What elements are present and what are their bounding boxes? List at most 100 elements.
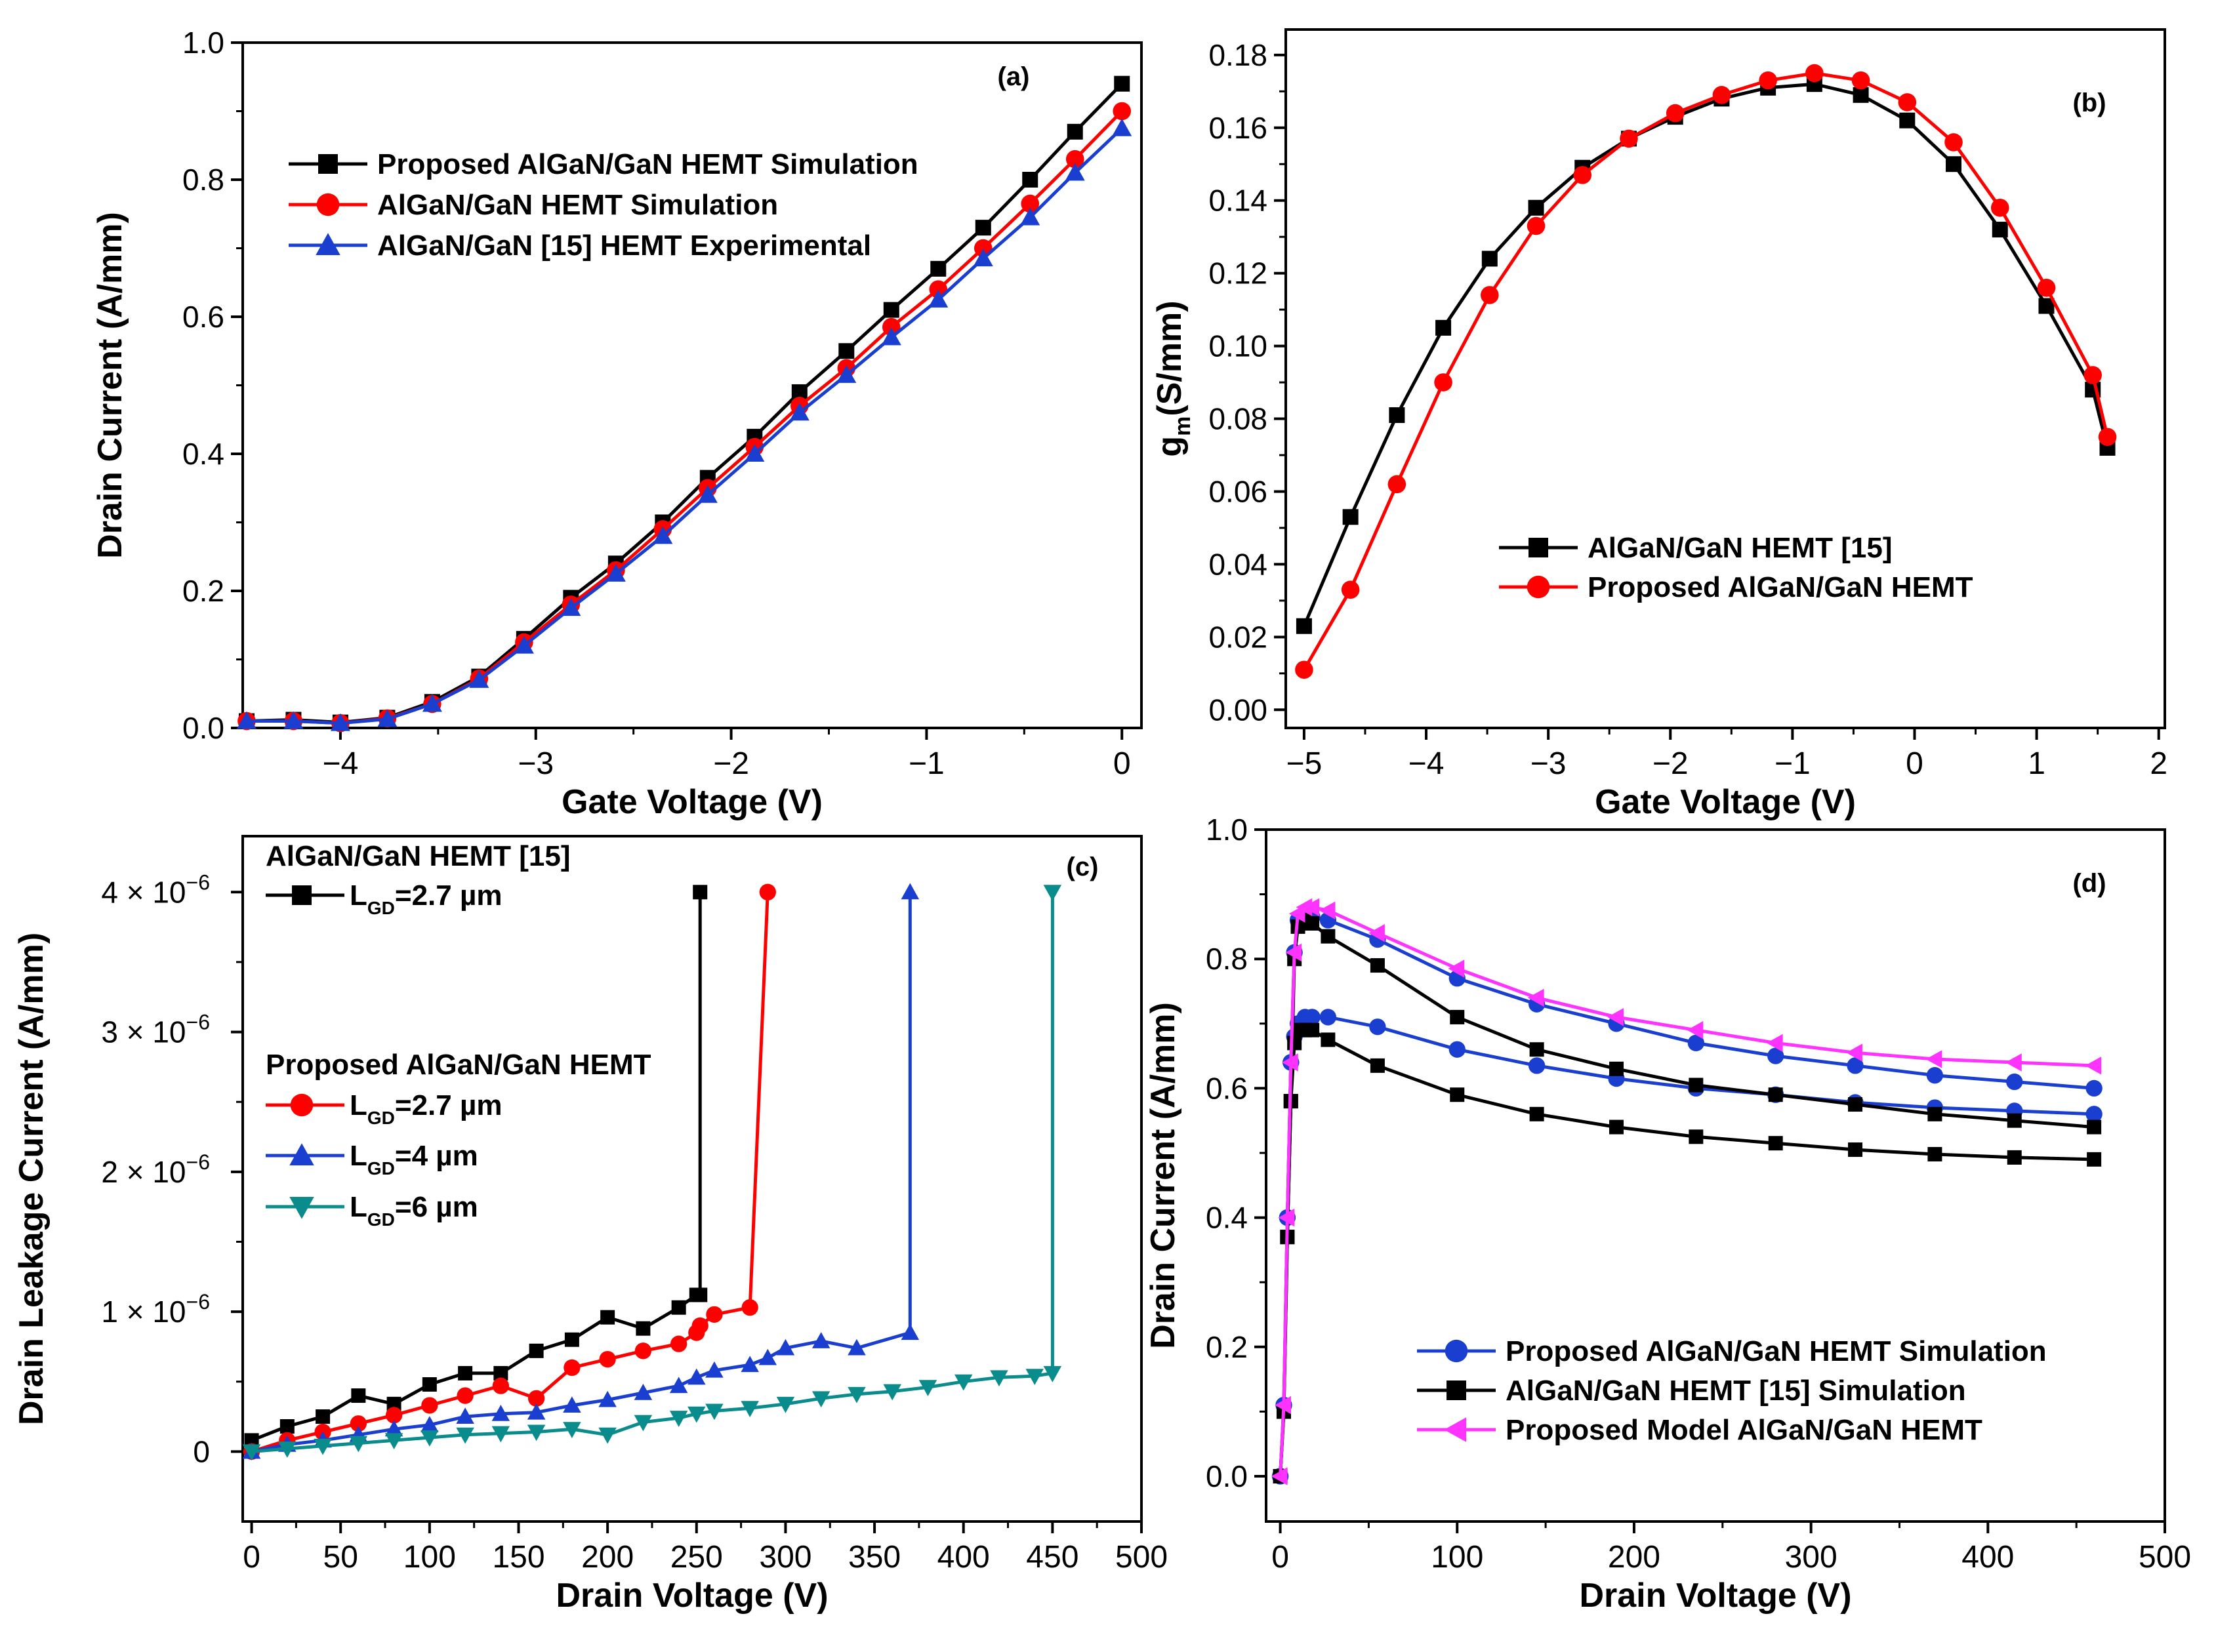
x-tick-label: 200 bbox=[581, 1540, 634, 1575]
x-tick-label: −1 bbox=[1775, 746, 1811, 781]
series-line bbox=[1279, 1015, 2095, 1477]
data-point bbox=[1992, 222, 2008, 238]
x-axis-label: Drain Voltage (V) bbox=[1579, 1577, 1851, 1615]
panel-tag: (b) bbox=[2072, 89, 2106, 117]
x-tick-label: 50 bbox=[323, 1540, 358, 1575]
data-point bbox=[385, 1407, 403, 1424]
y-tick-exponent: −6 bbox=[186, 1150, 210, 1174]
plot-frame bbox=[241, 835, 1143, 1523]
data-point bbox=[2083, 366, 2102, 384]
y-tick-label: 0.08 bbox=[1208, 402, 1267, 436]
data-point bbox=[1065, 150, 1084, 169]
legend-label-main: L bbox=[350, 1089, 367, 1121]
legend-marker bbox=[1529, 538, 1548, 557]
data-point bbox=[278, 1441, 297, 1458]
legend-label-sub: GD bbox=[367, 898, 395, 918]
data-point bbox=[1389, 407, 1405, 423]
data-point bbox=[561, 598, 581, 616]
legend-marker bbox=[289, 1143, 314, 1165]
y-tick-mantissa: 0 bbox=[193, 1434, 210, 1468]
data-point bbox=[330, 713, 350, 731]
panel-b-chart: −5 −4 −3 −2 −1 0 1 2 0.00 0.02 0.04 0.06 0.08 0.10 0.1… bbox=[1151, 28, 2167, 821]
data-point bbox=[2007, 1150, 2022, 1165]
data-point bbox=[1609, 1119, 1624, 1135]
data-point bbox=[670, 1335, 687, 1352]
data-point bbox=[351, 1388, 366, 1403]
series-line bbox=[1279, 1028, 2095, 1477]
data-point bbox=[671, 1300, 686, 1315]
series-line bbox=[251, 892, 702, 1442]
legend-marker bbox=[318, 154, 338, 174]
data-point bbox=[836, 365, 857, 383]
data-point bbox=[1927, 1106, 1942, 1121]
data-point bbox=[1944, 133, 1963, 151]
data-point bbox=[741, 1299, 758, 1316]
legend-group-title: Proposed AlGaN/GaN HEMT bbox=[266, 1049, 651, 1081]
data-point bbox=[706, 1306, 723, 1323]
data-point bbox=[421, 1430, 439, 1447]
data-point bbox=[776, 1396, 795, 1413]
y-tick-label: 0 bbox=[193, 1434, 210, 1468]
y-tick-label: 0.4 bbox=[1206, 1201, 1248, 1235]
legend-label: AlGaN/GaN HEMT [15] bbox=[1588, 532, 1893, 564]
data-point bbox=[236, 711, 256, 729]
y-tick-label: 0.2 bbox=[182, 574, 224, 608]
y-tick-label: 0.8 bbox=[182, 163, 224, 197]
x-tick-label: 400 bbox=[1961, 1540, 2014, 1575]
data-point bbox=[1768, 1136, 1783, 1151]
legend-label-sub: GD bbox=[367, 1158, 395, 1179]
x-tick-label: −3 bbox=[1530, 746, 1567, 781]
x-tick-label: 500 bbox=[2139, 1540, 2191, 1575]
data-point bbox=[1303, 898, 1320, 917]
legend-label-rest: =2.7 µm bbox=[395, 879, 503, 912]
data-point bbox=[514, 635, 534, 654]
data-point bbox=[1319, 901, 1336, 919]
x-tick-label: −1 bbox=[909, 746, 945, 781]
data-point bbox=[1285, 943, 1302, 962]
data-point bbox=[687, 1368, 706, 1385]
y-tick-mantissa: 3 × 10 bbox=[101, 1015, 186, 1049]
legend-marker bbox=[290, 1093, 314, 1117]
panel-tag: (a) bbox=[998, 62, 1030, 91]
data-point bbox=[693, 885, 708, 900]
x-tick-label: −2 bbox=[713, 746, 749, 781]
data-point bbox=[1573, 166, 1592, 184]
data-point bbox=[1853, 87, 1869, 103]
legend-label: LGD=2.7 µm bbox=[350, 879, 502, 918]
data-point bbox=[492, 1377, 510, 1394]
data-point bbox=[386, 1396, 401, 1411]
legend-marker bbox=[1447, 1380, 1466, 1400]
data-point bbox=[1020, 207, 1040, 226]
series-3 bbox=[242, 885, 1062, 1461]
x-tick-label: −4 bbox=[1408, 746, 1445, 781]
legend-label: AlGaN/GaN [15] HEMT Experimental bbox=[377, 230, 871, 262]
data-point bbox=[279, 1419, 295, 1434]
legend-entry-1: LGD=2.7 µm bbox=[266, 1089, 502, 1128]
y-axis-label: Drain Current (A/mm) bbox=[1144, 1002, 1182, 1349]
data-point bbox=[838, 343, 855, 359]
data-point bbox=[1321, 929, 1336, 944]
data-point bbox=[2085, 1106, 2103, 1123]
data-point bbox=[975, 220, 991, 236]
y-tick-exponent: −6 bbox=[186, 870, 210, 894]
y-tick-label: 0.6 bbox=[182, 300, 224, 334]
data-point bbox=[928, 289, 949, 308]
series-2 bbox=[236, 118, 1132, 731]
data-point bbox=[811, 1391, 831, 1408]
x-tick-label: 2 bbox=[2150, 746, 2167, 781]
legend-label: Proposed Model AlGaN/GaN HEMT bbox=[1506, 1414, 1982, 1446]
panel-tag: (c) bbox=[1067, 853, 1099, 881]
data-point bbox=[527, 1403, 546, 1420]
legend-entry-1: AlGaN/GaN HEMT [15] Simulation bbox=[1417, 1375, 1966, 1407]
y-tick-label: 0.10 bbox=[1208, 329, 1267, 363]
data-point bbox=[1368, 924, 1385, 942]
y-tick-label: 0.6 bbox=[1206, 1071, 1248, 1105]
data-point bbox=[1766, 1034, 1783, 1053]
legend-label: Proposed AlGaN/GaN HEMT Simulation bbox=[1506, 1335, 2047, 1367]
data-point bbox=[776, 1339, 795, 1356]
data-point bbox=[598, 1390, 617, 1407]
panel-d-chart: 0 100 200 300 400 500 0.0 0.2 0.4 0.6 0.8 1.0 Drain … bbox=[1144, 813, 2191, 1615]
legend-marker bbox=[316, 193, 340, 216]
x-tick-label: 200 bbox=[1608, 1540, 1660, 1575]
legend-entry-2: LGD=4 µm bbox=[266, 1140, 478, 1179]
